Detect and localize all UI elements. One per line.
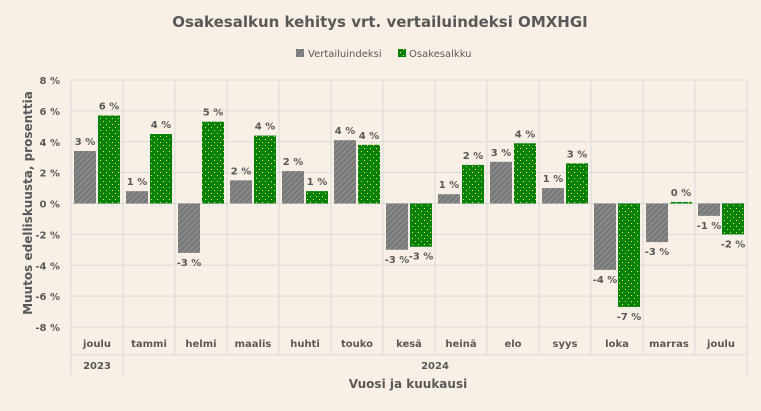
x-group-label: 2023 <box>83 361 111 372</box>
bar-vertailuindeksi <box>646 203 668 243</box>
bar-osakesalkku <box>566 163 588 204</box>
bar-osakesalkku <box>306 191 328 204</box>
bar-osakesalkku <box>410 203 432 247</box>
bar-osakesalkku <box>670 201 692 204</box>
x-tick-label: marras <box>649 339 689 350</box>
legend-label-osakesalkku: Osakesalkku <box>409 49 472 60</box>
data-label: 1 % <box>439 180 459 191</box>
y-tick-label: -2 % <box>35 230 60 241</box>
data-label: -3 % <box>409 252 434 263</box>
bar-vertailuindeksi <box>178 203 200 253</box>
bar-vertailuindeksi <box>282 171 304 204</box>
x-axis: joulu tammi helmi maalis huhti touko kesä heinä… <box>82 339 735 372</box>
x-tick-label: helmi <box>185 339 216 350</box>
data-label: 4 % <box>335 126 355 137</box>
x-tick-label: syys <box>553 339 578 350</box>
data-label: 5 % <box>203 108 223 119</box>
x-tick-label: touko <box>341 339 373 350</box>
x-tick-label: joulu <box>82 339 111 350</box>
data-label: 2 % <box>463 151 483 162</box>
data-label: 6 % <box>99 102 119 113</box>
bar-vertailuindeksi <box>698 203 720 216</box>
x-tick-label: heinä <box>445 339 476 350</box>
y-tick-label: 8 % <box>40 76 60 87</box>
chart-title: Osakesalkun kehitys vrt. vertailuindeksi… <box>172 13 588 31</box>
bar-osakesalkku <box>358 144 380 204</box>
gridlines <box>70 79 748 375</box>
data-label: 4 % <box>255 122 275 133</box>
data-label: -3 % <box>177 258 202 269</box>
y-tick-label: -8 % <box>35 323 60 334</box>
x-tick-label: joulu <box>706 339 735 350</box>
bars: 3 % 1 % -3 % 2 % 2 % 4 % -3 % 1 % 3 % 1 % -4 % -3 %… <box>74 102 745 323</box>
data-label: 1 % <box>543 174 563 185</box>
bar-osakesalkku <box>202 121 224 204</box>
legend-swatch-vertailuindeksi <box>296 49 304 57</box>
y-tick-label: 2 % <box>40 169 60 180</box>
bar-vertailuindeksi <box>334 140 356 204</box>
x-tick-label: elo <box>504 339 521 350</box>
y-tick-label: 4 % <box>40 138 60 149</box>
data-label: 4 % <box>151 120 171 131</box>
bar-vertailuindeksi <box>126 191 148 204</box>
x-tick-label: tammi <box>131 339 167 350</box>
data-label: 2 % <box>231 166 251 177</box>
bar-osakesalkku <box>514 143 536 204</box>
x-tick-label: huhti <box>290 339 320 350</box>
y-tick-label: 6 % <box>40 107 60 118</box>
y-tick-label: -4 % <box>35 261 60 272</box>
data-label: -3 % <box>385 255 410 266</box>
bar-vertailuindeksi <box>230 180 252 204</box>
y-axis-ticks: 8 % 6 % 4 % 2 % 0 % -2 % -4 % -6 % -8 % <box>35 76 60 334</box>
data-label: 2 % <box>283 157 303 168</box>
x-tick-label: maalis <box>235 339 272 350</box>
legend-label-vertailuindeksi: Vertailuindeksi <box>308 49 382 60</box>
x-axis-label: Vuosi ja kuukausi <box>349 377 467 391</box>
data-label: 3 % <box>567 149 587 160</box>
legend: Vertailuindeksi Osakesalkku <box>296 49 472 60</box>
x-tick-label: loka <box>605 339 629 350</box>
bar-vertailuindeksi <box>542 188 564 204</box>
data-label: -1 % <box>697 221 722 232</box>
bar-osakesalkku <box>722 203 744 235</box>
y-tick-label: -6 % <box>35 292 60 303</box>
data-label: -2 % <box>721 239 746 250</box>
data-label: -3 % <box>645 247 670 258</box>
data-label: -4 % <box>593 275 618 286</box>
data-label: 1 % <box>127 177 147 188</box>
data-label: 4 % <box>359 131 379 142</box>
bar-osakesalkku <box>618 203 640 307</box>
bar-vertailuindeksi <box>594 203 616 270</box>
data-label: 1 % <box>307 177 327 188</box>
x-tick-label: kesä <box>396 339 422 350</box>
bar-osakesalkku <box>98 115 120 204</box>
bar-osakesalkku <box>150 134 172 204</box>
data-label: 3 % <box>491 148 511 159</box>
bar-osakesalkku <box>462 164 484 204</box>
data-label: 0 % <box>671 188 691 199</box>
legend-swatch-osakesalkku <box>398 49 406 57</box>
bar-vertailuindeksi <box>386 203 408 250</box>
data-label: 3 % <box>75 137 95 148</box>
data-label: -7 % <box>617 312 642 323</box>
bar-vertailuindeksi <box>490 161 512 204</box>
bar-vertailuindeksi <box>74 151 96 204</box>
y-axis-label: Muutos edelliskuusta, prosenttia <box>21 91 35 315</box>
bar-osakesalkku <box>254 135 276 204</box>
bar-vertailuindeksi <box>438 194 460 204</box>
y-tick-label: 0 % <box>40 200 60 211</box>
data-label: 4 % <box>515 129 535 140</box>
x-group-label: 2024 <box>421 361 449 372</box>
